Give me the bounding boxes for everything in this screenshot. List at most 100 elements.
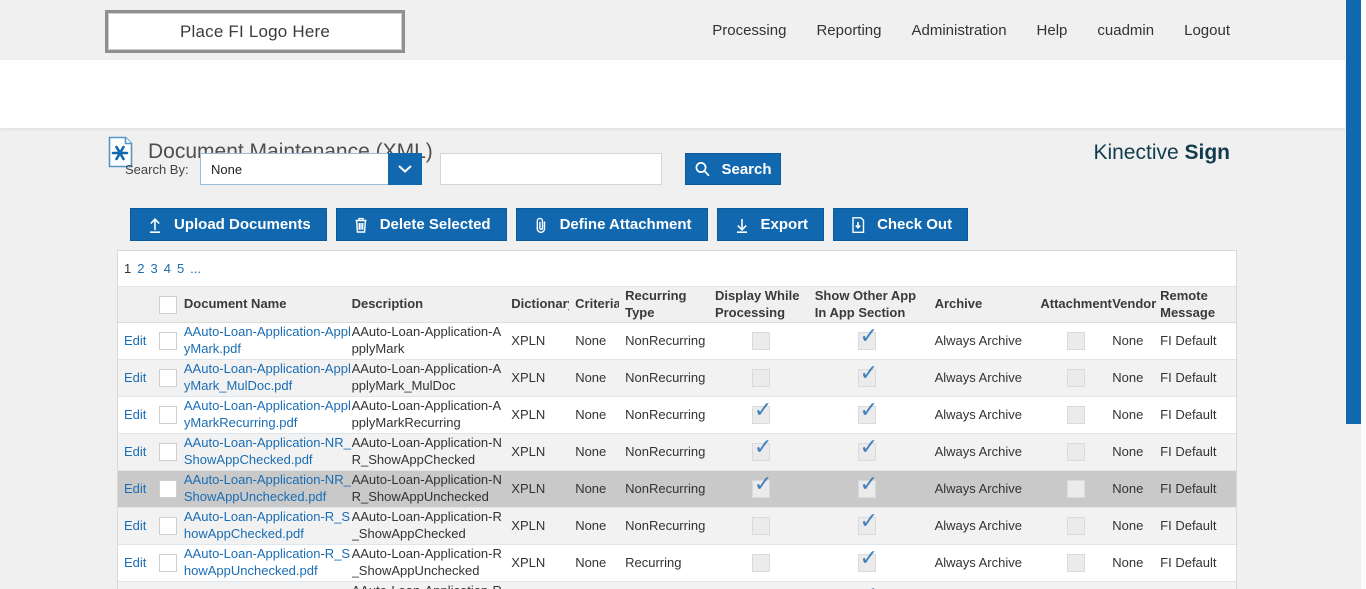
search-input[interactable] (440, 153, 662, 185)
page-link-more[interactable]: ... (190, 261, 202, 276)
document-name-link[interactable]: AAuto-Loan-Application-NR_ShowAppChecked… (183, 435, 351, 467)
header-attachment: Attachment (1040, 296, 1112, 312)
nav-item-processing[interactable]: Processing (712, 21, 787, 39)
show-other-app-checkbox[interactable]: ✓ (857, 397, 879, 424)
description-cell: AAuto-Loan-Application-R_ShowAppChecked (351, 509, 502, 541)
display-while-processing-checkbox[interactable] (751, 369, 770, 387)
define-attachment-button[interactable]: Define Attachment (515, 208, 708, 241)
top-bar: Place FI Logo Here Processing Reporting … (0, 0, 1366, 60)
recurring-type-cell: Recurring (625, 554, 682, 570)
table-row: Edit AAuto-Loan-Application-RS AAuto-Loa… (118, 582, 1236, 589)
document-name-link[interactable]: AAuto-Loan-Application-ApplyMarkRecurrin… (183, 398, 351, 430)
edit-link[interactable]: Edit (124, 554, 147, 570)
edit-link[interactable]: Edit (124, 480, 147, 496)
edit-link[interactable]: Edit (124, 332, 147, 348)
display-while-processing-checkbox[interactable] (751, 517, 770, 535)
page-link-5[interactable]: 5 (176, 261, 185, 276)
criteria-cell: None (575, 517, 607, 533)
document-name-link[interactable]: AAuto-Loan-Application-NR_ShowAppUncheck… (183, 472, 351, 504)
display-while-processing-checkbox[interactable]: ✓ (751, 397, 773, 424)
attachment-checkbox[interactable] (1067, 554, 1086, 572)
recurring-type-cell: NonRecurring (625, 332, 706, 348)
header-recurring-type: Recurring Type (625, 287, 687, 320)
attachment-checkbox[interactable] (1067, 517, 1086, 535)
paperclip-icon (532, 216, 550, 234)
row-select-checkbox[interactable] (158, 517, 177, 535)
criteria-cell: None (575, 443, 607, 459)
vertical-scrollbar-thumb[interactable] (1346, 0, 1361, 424)
nav-item-logout[interactable]: Logout (1184, 21, 1230, 39)
show-other-app-checkbox[interactable]: ✓ (857, 434, 879, 461)
show-other-app-checkbox[interactable]: ✓ (857, 471, 879, 498)
show-other-app-checkbox[interactable]: ✓ (857, 360, 879, 387)
show-other-app-checkbox[interactable]: ✓ (857, 545, 879, 572)
attachment-checkbox[interactable] (1067, 332, 1086, 350)
attachment-checkbox[interactable] (1067, 369, 1086, 387)
edit-link[interactable]: Edit (124, 443, 147, 459)
vendor-cell: None (1112, 332, 1144, 348)
document-name-link[interactable]: AAuto-Loan-Application-ApplyMark_MulDoc.… (183, 361, 351, 393)
edit-link[interactable]: Edit (124, 369, 147, 385)
select-all-checkbox[interactable] (158, 295, 177, 314)
display-while-processing-checkbox[interactable] (751, 554, 770, 572)
criteria-cell: None (569, 582, 619, 589)
show-other-app-checkbox[interactable]: ✓ (857, 508, 879, 535)
header-criteria: Criteria (575, 296, 620, 312)
attachment-checkbox[interactable] (1067, 406, 1086, 424)
table-header-row: Document Name Description Dictionary Cri… (118, 286, 1236, 323)
recurring-type-cell: NonRecurring (619, 582, 711, 589)
row-select-checkbox[interactable] (158, 369, 177, 387)
nav-item-cuadmin[interactable]: cuadmin (1097, 21, 1155, 39)
remote-message-cell: FI Default (1160, 517, 1217, 533)
chevron-down-icon[interactable] (388, 153, 422, 185)
show-other-app-checkbox[interactable]: ✓ (857, 323, 879, 350)
row-select-checkbox[interactable] (158, 406, 177, 424)
attachment-checkbox[interactable] (1067, 443, 1086, 461)
row-select-checkbox[interactable] (158, 480, 177, 498)
pagination: 1 2 3 4 5 ... (118, 251, 1236, 286)
row-select-checkbox[interactable] (158, 443, 177, 461)
edit-link[interactable]: Edit (124, 406, 147, 422)
nav-item-administration[interactable]: Administration (911, 21, 1007, 39)
search-button[interactable]: Search (685, 153, 781, 185)
check-out-button[interactable]: Check Out (833, 208, 969, 241)
export-button[interactable]: Export (716, 208, 825, 241)
header-archive: Archive (934, 296, 983, 312)
page-link-2[interactable]: 2 (137, 261, 145, 276)
edit-column-header (118, 287, 152, 322)
row-select-checkbox[interactable] (158, 554, 177, 572)
remote-message-cell: FI Default (1160, 332, 1217, 348)
remote-message-cell: FI Default (1160, 582, 1236, 589)
attachment-checkbox[interactable] (1067, 480, 1086, 498)
nav-item-reporting[interactable]: Reporting (816, 21, 882, 39)
document-name-link[interactable]: AAuto-Loan-Application-ApplyMark.pdf (183, 324, 351, 356)
row-select-checkbox[interactable] (158, 332, 177, 350)
page-link-3[interactable]: 3 (150, 261, 158, 276)
description-cell: AAuto-Loan-Application-ApplyMark (351, 324, 502, 356)
vendor-cell: None (1112, 443, 1144, 459)
remote-message-cell: FI Default (1160, 369, 1217, 385)
page-link-1: 1 (124, 261, 132, 276)
edit-link[interactable]: Edit (124, 517, 147, 533)
display-while-processing-checkbox[interactable]: ✓ (751, 434, 773, 461)
upload-documents-button[interactable]: Upload Documents (130, 208, 327, 241)
page-header-band: Document Maintenance (XML) Kinective Sig… (0, 60, 1366, 168)
vertical-scrollbar-track[interactable] (1345, 0, 1366, 589)
search-button-label: Search (721, 160, 772, 178)
brand-bold: Sign (1184, 141, 1231, 164)
trash-icon (352, 216, 370, 234)
display-while-processing-checkbox[interactable]: ✓ (751, 471, 773, 498)
description-cell: AAuto-Loan-Application-R_ShowAppUnchecke… (351, 546, 502, 578)
delete-selected-button[interactable]: Delete Selected (335, 208, 507, 241)
table-row: Edit AAuto-Loan-Application-ApplyMarkRec… (118, 397, 1236, 434)
nav-item-help[interactable]: Help (1036, 21, 1068, 39)
document-name-link[interactable]: AAuto-Loan-Application-R_ShowAppUnchecke… (183, 546, 351, 578)
fi-logo-text: Place FI Logo Here (179, 21, 331, 41)
vendor-cell: None (1112, 582, 1160, 589)
search-by-dropdown[interactable]: None (200, 153, 422, 185)
criteria-cell: None (575, 406, 607, 422)
document-name-link[interactable]: AAuto-Loan-Application-R_ShowAppChecked.… (183, 509, 351, 541)
delete-selected-label: Delete Selected (379, 216, 491, 233)
display-while-processing-checkbox[interactable] (751, 332, 770, 350)
page-link-4[interactable]: 4 (163, 261, 171, 276)
